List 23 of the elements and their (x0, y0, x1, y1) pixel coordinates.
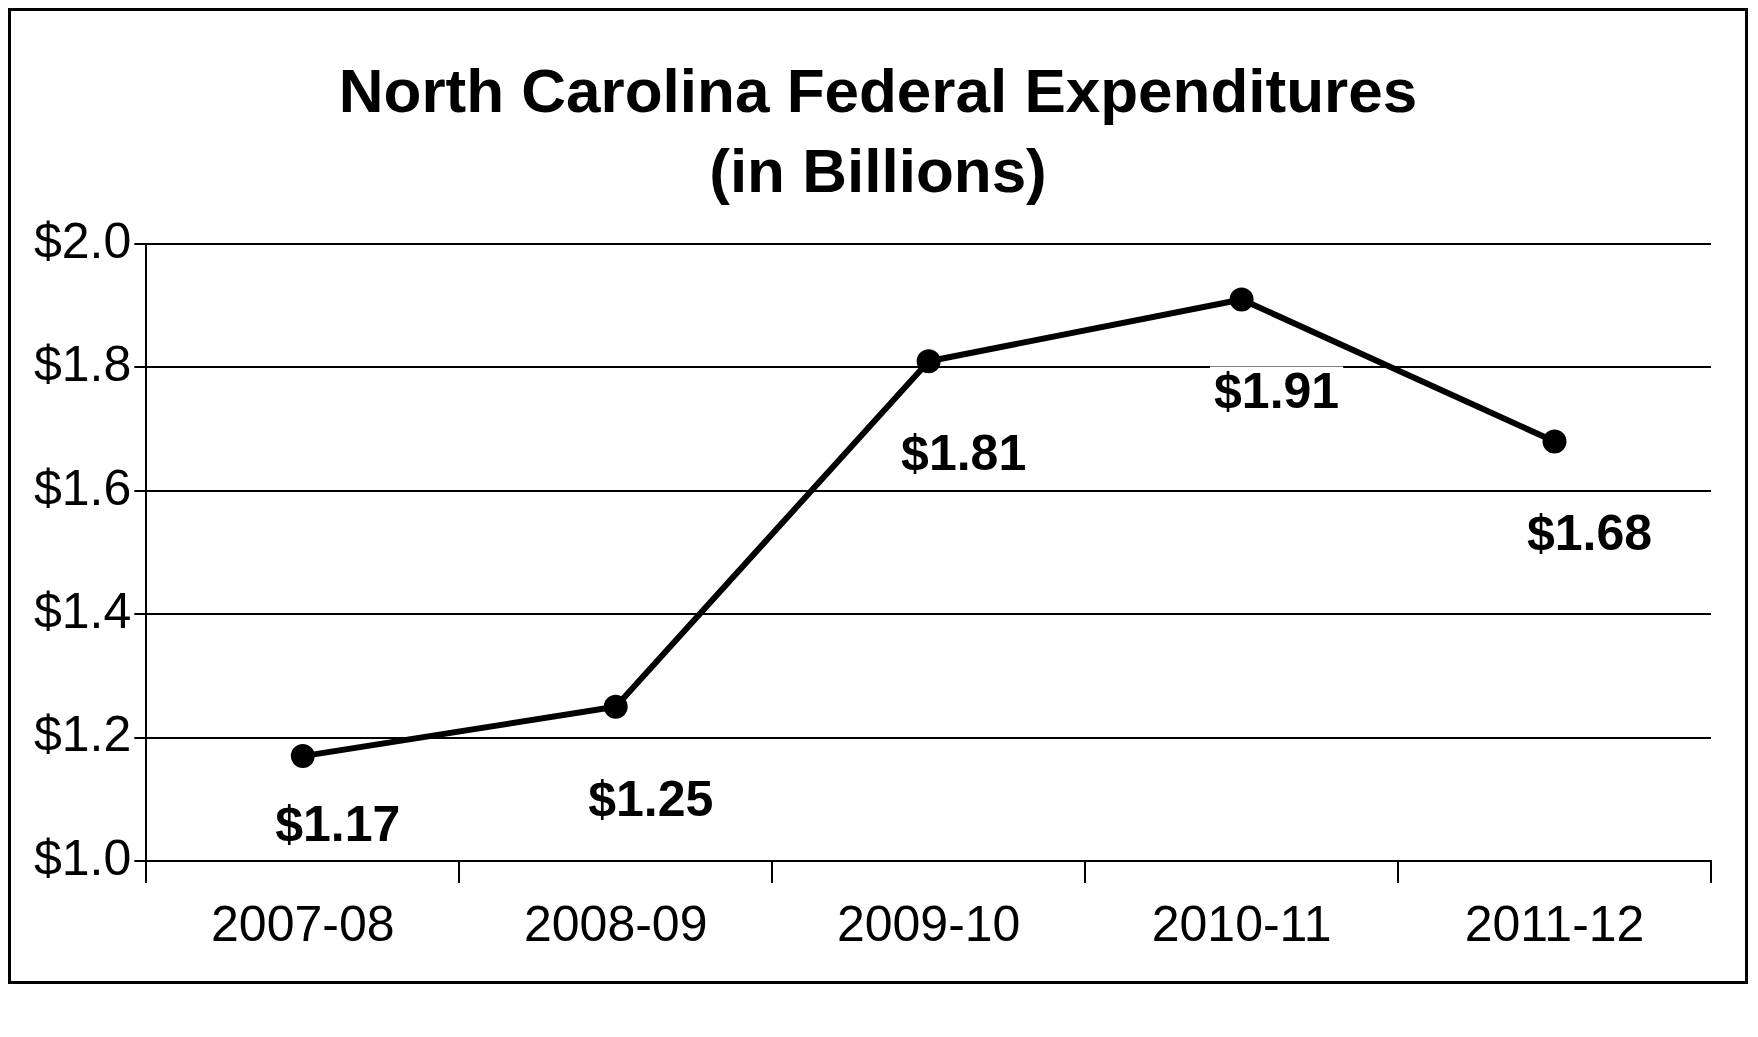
data-label: $1.17 (275, 795, 401, 852)
data-label: $1.25 (588, 770, 714, 827)
x-tick-label: 2009-10 (836, 895, 1021, 952)
data-label: $1.68 (1526, 505, 1653, 562)
x-tick-label: 2007-08 (211, 895, 395, 952)
data-label: $1.91 (1214, 363, 1340, 420)
y-tick-label: $1.2 (33, 706, 132, 763)
point (603, 694, 628, 719)
y-tick-label: $2.0 (33, 212, 132, 269)
x-tick-label: 2011-12 (1464, 895, 1645, 952)
point (1229, 287, 1254, 312)
y-tick-label: $1.8 (33, 336, 132, 393)
data-label: $1.81 (901, 425, 1027, 482)
point (290, 744, 315, 769)
point (916, 349, 941, 374)
chart-subtitle: (in Billions) (708, 135, 1048, 207)
chart-title: North Carolina Federal Expenditures (337, 55, 1419, 127)
x-tick-label: 2010-11 (1151, 895, 1332, 952)
y-tick-label: $1.0 (33, 829, 132, 886)
y-tick-label: $1.4 (33, 582, 132, 639)
y-tick-label: $1.6 (33, 459, 132, 516)
x-tick-label: 2008-09 (523, 895, 708, 952)
point (1542, 429, 1567, 454)
